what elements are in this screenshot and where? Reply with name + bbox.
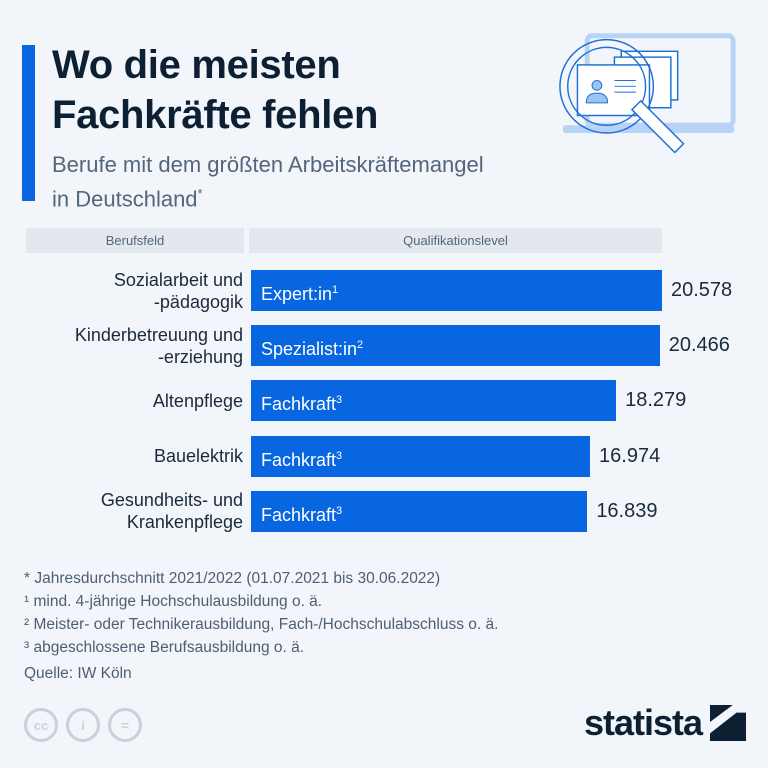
qualification-text: Fachkraft (261, 394, 337, 415)
category-label: Gesundheits- und Krankenpflege (3, 489, 243, 533)
statista-mark-icon (710, 705, 746, 741)
value-label: 16.974 (599, 444, 661, 467)
magnifier-resume-icon (559, 33, 736, 154)
title-line-1: Wo die meisten (52, 43, 341, 87)
title-accent-bar (22, 45, 35, 201)
footnote-asterisk: * Jahresdurchschnitt 2021/2022 (01.07.20… (24, 570, 441, 587)
subtitle-footnote-mark: * (197, 186, 203, 201)
bar: Fachkraft3 (251, 490, 588, 532)
category-label-line: Kinderbetreuung und (74, 324, 243, 345)
category-label: Sozialarbeit und -pädagogik (3, 269, 243, 313)
subtitle-line-1: Berufe mit dem größten Arbeitskräftemang… (52, 152, 484, 177)
qualification-text: Fachkraft (261, 449, 337, 470)
value-label: 20.466 (668, 334, 730, 357)
qualification-footnote-mark: 3 (336, 504, 343, 517)
category-label-line: -pädagogik (153, 291, 243, 312)
footnote-3: ³ abgeschlossene Berufsausbildung o. ä. (24, 639, 305, 656)
category-label-line: Altenpflege (152, 390, 243, 411)
category-label: Kinderbetreuung und -erziehung (3, 324, 243, 368)
category-label: Altenpflege (3, 390, 243, 412)
qualification-footnote-mark: 3 (336, 394, 343, 407)
bar-qualification-label: Fachkraft3 (261, 491, 342, 536)
qualification-text: Expert:in (261, 284, 333, 304)
category-label-line: Gesundheits- und (100, 490, 243, 511)
cc-icon[interactable]: cc (24, 708, 58, 742)
attribution-icon[interactable]: i (66, 708, 100, 742)
category-label-line: Sozialarbeit und (113, 269, 243, 290)
value-label: 18.279 (625, 389, 687, 412)
subtitle-line-2-wrap: in Deutschland* (52, 179, 484, 213)
bar: Fachkraft3 (251, 380, 617, 422)
bar-qualification-label: Spezialist:in2 (261, 325, 363, 370)
bar: Spezialist:in2 (251, 325, 660, 367)
qualification-footnote-mark: 1 (332, 284, 339, 296)
source: Quelle: IW Köln (24, 665, 132, 682)
license-icons[interactable]: cc i = (24, 708, 142, 742)
qualification-text: Spezialist:in (261, 339, 358, 360)
footnote-2: ² Meister- oder Technikerausbildung, Fac… (24, 616, 499, 633)
qualification-footnote-mark: 2 (357, 339, 364, 352)
bar-qualification-label: Fachkraft3 (261, 380, 342, 425)
subtitle-line-2: in Deutschland (52, 186, 198, 212)
value-label: 16.839 (596, 499, 658, 522)
statista-logo[interactable]: statista (584, 702, 746, 744)
bar: Expert:in1 (251, 270, 662, 311)
value-label: 20.578 (671, 279, 733, 301)
logo-text: statista (583, 702, 703, 743)
category-label: Bauelektrik (3, 445, 243, 467)
category-label-line: Bauelektrik (153, 446, 243, 467)
chart-subtitle: Berufe mit dem größten Arbeitskräftemang… (52, 150, 484, 213)
bar: Fachkraft3 (251, 435, 591, 477)
title-line-2: Fachkräfte fehlen (52, 93, 379, 137)
column-header-category: Berufsfeld (26, 228, 244, 253)
bar-qualification-label: Expert:in1 (261, 270, 338, 315)
no-derivatives-icon[interactable]: = (108, 708, 142, 742)
footnotes: * Jahresdurchschnitt 2021/2022 (01.07.20… (24, 567, 724, 685)
bar-qualification-label: Fachkraft3 (261, 436, 342, 481)
column-header-level: Qualifikationslevel (249, 228, 662, 253)
chart-title: Wo die meisten Fachkräfte fehlen (52, 40, 378, 140)
category-label-line: Krankenpflege (126, 512, 243, 533)
category-label-line: -erziehung (157, 346, 243, 367)
qualification-text: Fachkraft (261, 504, 337, 525)
footnote-1: ¹ mind. 4-jährige Hochschulausbildung o.… (24, 593, 323, 610)
qualification-footnote-mark: 3 (336, 449, 343, 462)
